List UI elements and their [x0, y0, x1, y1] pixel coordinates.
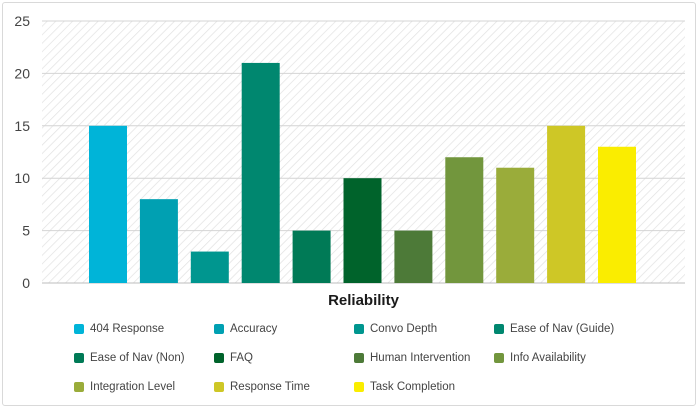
legend-swatch — [74, 353, 84, 363]
legend-label: Ease of Nav (Non) — [90, 352, 185, 364]
bar-info-availability — [445, 157, 484, 283]
legend-item: Task Completion — [354, 378, 494, 396]
legend-swatch — [214, 353, 224, 363]
legend-label: Info Availability — [510, 352, 586, 364]
bar-404-response — [89, 125, 127, 283]
legend-swatch — [74, 324, 84, 334]
legend-item: FAQ — [214, 349, 354, 367]
legend-item: Response Time — [214, 378, 354, 396]
y-tick-label: 5 — [22, 223, 30, 239]
legend-label: Ease of Nav (Guide) — [510, 323, 615, 335]
bar-response-time — [547, 125, 586, 283]
legend-item: Human Intervention — [354, 349, 494, 367]
legend-swatch — [214, 382, 224, 392]
bar-faq — [343, 178, 382, 283]
legend-swatch — [494, 353, 504, 363]
bar-task-completion — [598, 146, 636, 283]
legend-label: Response Time — [230, 381, 310, 393]
legend-swatch — [74, 382, 84, 392]
legend-swatch — [354, 353, 364, 363]
legend-label: 404 Response — [90, 323, 165, 335]
legend-item: Ease of Nav (Non) — [74, 349, 214, 367]
y-tick-label: 0 — [22, 275, 30, 291]
legend-swatch — [354, 382, 364, 392]
bar-ease-of-nav-non — [292, 230, 331, 283]
legend-swatch — [494, 324, 504, 334]
y-tick-label: 25 — [14, 13, 30, 29]
legend-item: Ease of Nav (Guide) — [494, 320, 654, 338]
y-tick-label: 15 — [14, 118, 30, 134]
y-tick-label: 10 — [14, 170, 30, 186]
legend-label: FAQ — [230, 352, 254, 364]
legend-label: Human Intervention — [370, 352, 471, 364]
legend-swatch — [354, 324, 364, 334]
legend-label: Accuracy — [230, 323, 278, 335]
bar-convo-depth — [190, 251, 229, 283]
legend-item: Convo Depth — [354, 320, 494, 338]
bar-human-intervention — [394, 230, 433, 283]
legend-label: Task Completion — [370, 381, 456, 393]
legend-item: Integration Level — [74, 378, 214, 396]
legend-item: Info Availability — [494, 349, 654, 367]
legend-label: Integration Level — [90, 381, 176, 393]
legend-item: Accuracy — [214, 320, 354, 338]
bar-integration-level — [496, 167, 535, 283]
bar-ease-of-nav-guide — [241, 62, 280, 283]
legend: 404 Response Accuracy Convo Depth Ease of N… — [74, 320, 674, 396]
legend-swatch — [214, 324, 224, 334]
x-axis-title: Reliability — [328, 292, 400, 309]
bar-accuracy — [139, 199, 178, 283]
legend-item: 404 Response — [74, 320, 214, 338]
y-tick-label: 20 — [14, 65, 30, 81]
legend-label: Convo Depth — [370, 323, 438, 335]
